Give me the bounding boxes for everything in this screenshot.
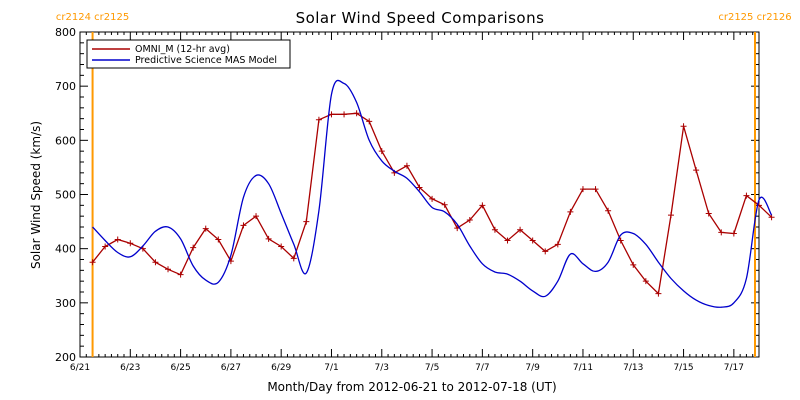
carrington-marker-label: cr2124 cr2125 [56, 12, 129, 23]
y-tick-label: 600 [55, 134, 76, 147]
omni-data-point [630, 261, 637, 268]
omni-data-point [265, 235, 272, 242]
omni-data-point [768, 214, 775, 221]
omni-data-point [491, 226, 498, 233]
omni-data-point [165, 266, 172, 273]
chart-title: Solar Wind Speed Comparisons [296, 9, 545, 27]
omni-data-point [479, 202, 486, 209]
omni-data-point [290, 255, 297, 262]
omni-data-point [102, 243, 109, 250]
omni-data-point [416, 184, 423, 191]
omni-data-point [705, 210, 712, 217]
omni-data-point [680, 123, 687, 130]
y-tick-label: 700 [55, 80, 76, 93]
omni-data-point [303, 218, 310, 225]
y-tick-label: 500 [55, 189, 76, 202]
omni-data-point [429, 195, 436, 202]
omni-data-point [642, 278, 649, 285]
plot-frame [79, 31, 760, 358]
x-tick-label: 6/27 [221, 363, 241, 373]
x-tick-label: 6/23 [120, 363, 140, 373]
y-tick-label: 400 [55, 243, 76, 256]
omni-data-point [177, 271, 184, 278]
omni-data-point [278, 243, 285, 250]
omni-data-point [567, 208, 574, 215]
omni-data-point [743, 192, 750, 199]
omni-data-point [127, 240, 134, 247]
x-tick-label: 7/17 [724, 363, 744, 373]
omni-data-point [667, 212, 674, 219]
omni-data-point [441, 201, 448, 208]
series-line-omni [92, 112, 773, 295]
omni-data-point [718, 229, 725, 236]
omni-data-point [655, 290, 662, 297]
omni-data-point [152, 259, 159, 266]
y-tick-label: 800 [55, 26, 76, 39]
omni-data-point [253, 213, 260, 220]
omni-data-point [215, 236, 222, 243]
x-tick-label: 7/15 [673, 363, 693, 373]
omni-data-point [366, 118, 373, 125]
omni-data-point [114, 236, 121, 243]
omni-data-point [579, 186, 586, 193]
omni-data-point [89, 259, 96, 266]
omni-data-point [353, 110, 360, 117]
x-tick-label: 7/9 [525, 363, 540, 373]
x-tick-label: 7/3 [375, 363, 389, 373]
y-axis-label: Solar Wind Speed (km/s) [29, 121, 43, 269]
omni-data-point [693, 167, 700, 174]
omni-data-point [240, 222, 247, 229]
y-tick-label: 300 [55, 297, 76, 310]
x-tick-label: 7/1 [324, 363, 338, 373]
x-tick-label: 7/11 [573, 363, 593, 373]
series-line-mas [92, 79, 773, 308]
omni-data-point [542, 248, 549, 255]
omni-data-point [529, 237, 536, 244]
omni-data-point [202, 225, 209, 232]
y-tick-label: 200 [55, 351, 76, 364]
x-tick-label: 6/25 [170, 363, 190, 373]
omni-data-point [554, 241, 561, 248]
omni-data-point [466, 216, 473, 223]
omni-data-point [378, 148, 385, 155]
legend: OMNI_M (12-hr avg)Predictive Science MAS… [86, 39, 291, 69]
omni-data-point [341, 111, 348, 118]
omni-data-point [190, 244, 197, 251]
legend-entry-label: OMNI_M (12-hr avg) [135, 44, 230, 55]
carrington-marker-label: cr2125 cr2126 [718, 12, 791, 23]
x-tick-label: 7/13 [623, 363, 643, 373]
omni-data-point [617, 237, 624, 244]
omni-data-point [605, 207, 612, 214]
legend-entry-label: Predictive Science MAS Model [135, 55, 277, 66]
omni-data-point [592, 186, 599, 193]
omni-data-point [730, 230, 737, 237]
x-axis-label: Month/Day from 2012-06-21 to 2012-07-18 … [267, 380, 556, 394]
x-tick-label: 7/7 [475, 363, 489, 373]
omni-data-point [328, 111, 335, 118]
x-tick-label: 6/21 [70, 363, 90, 373]
omni-data-point [517, 226, 524, 233]
x-tick-label: 7/5 [425, 363, 439, 373]
omni-data-point [315, 116, 322, 123]
legend-box [86, 39, 291, 69]
x-tick-label: 6/29 [271, 363, 291, 373]
omni-data-point [403, 162, 410, 169]
omni-data-point [504, 237, 511, 244]
